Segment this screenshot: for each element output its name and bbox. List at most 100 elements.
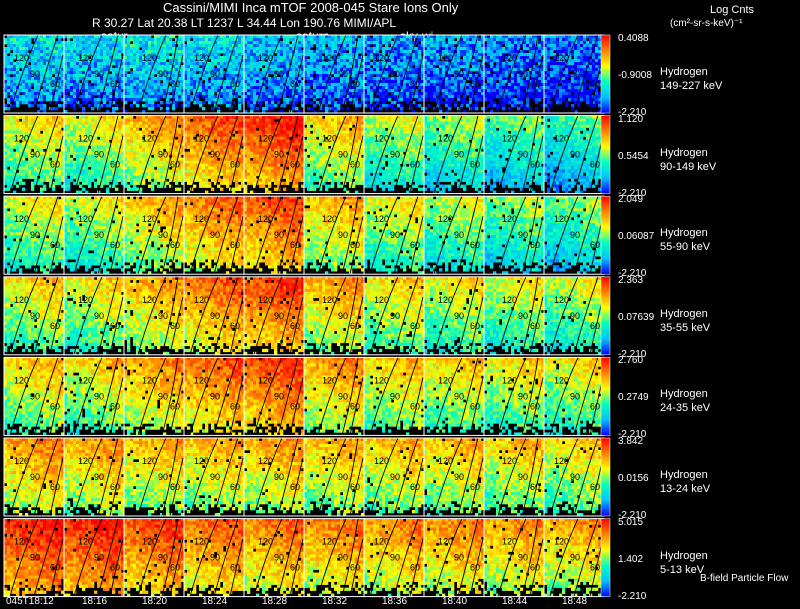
contour-line — [109, 538, 124, 597]
contour-label: 90 — [158, 472, 168, 482]
colorbar-mid-label: 1.402 — [618, 554, 643, 565]
contour-line — [229, 54, 244, 114]
contour-label: 60 — [290, 482, 300, 492]
contour-label: 90 — [390, 69, 400, 79]
contour-line — [49, 216, 64, 275]
contour-line — [349, 377, 364, 436]
contour-line — [497, 518, 527, 597]
bfield-flow-label: B-field Particle Flow — [700, 573, 788, 585]
contour-line — [161, 437, 179, 517]
contour-line — [457, 196, 479, 275]
contour-label: 60 — [50, 321, 60, 331]
contour-line — [549, 518, 579, 597]
row-energy-label: 13-24 keV — [660, 483, 710, 495]
contour-line — [73, 34, 103, 114]
contour-label: 120 — [554, 537, 569, 547]
contour-line — [497, 34, 527, 114]
contour-label: 120 — [502, 295, 517, 305]
contour-line — [529, 538, 544, 597]
contour-line — [253, 437, 283, 517]
contour-label: 120 — [14, 537, 29, 547]
contour-label: 120 — [258, 214, 273, 224]
contour-line — [169, 538, 184, 597]
contour-label: 120 — [502, 375, 517, 385]
contour-line — [97, 34, 119, 114]
contour-line — [161, 34, 179, 114]
contour-label: 60 — [350, 240, 360, 250]
contour-line — [189, 437, 219, 517]
contour-label: 120 — [142, 375, 157, 385]
contour-label: 90 — [454, 472, 464, 482]
contour-label: 90 — [158, 553, 168, 563]
contour-label: 120 — [502, 214, 517, 224]
contour-line — [393, 34, 419, 114]
contour-line — [573, 34, 599, 114]
contour-line — [393, 518, 419, 597]
contour-label: 60 — [590, 240, 600, 250]
contour-line — [369, 115, 399, 194]
contour-label: 120 — [194, 295, 209, 305]
contour-line — [49, 54, 64, 114]
contour-label: 60 — [170, 240, 180, 250]
contour-line — [9, 357, 39, 436]
contour-line — [213, 518, 239, 597]
contour-label: 60 — [350, 401, 360, 411]
contour-label: 60 — [290, 240, 300, 250]
contour-label: 60 — [290, 401, 300, 411]
contour-line — [33, 196, 59, 275]
contour-line — [97, 276, 119, 355]
contour-label: 60 — [110, 482, 120, 492]
contour-line — [161, 276, 179, 355]
contour-line — [137, 196, 167, 275]
row-species-label: Hydrogen — [660, 308, 708, 320]
contour-label: 60 — [50, 240, 60, 250]
contour-line — [457, 518, 479, 597]
contour-line — [137, 115, 167, 194]
contour-label: 120 — [142, 53, 157, 63]
contour-line — [253, 115, 283, 194]
contour-label: 60 — [410, 482, 420, 492]
contour-line — [161, 518, 179, 597]
contour-line — [317, 518, 347, 597]
contour-label: 60 — [170, 563, 180, 573]
contour-label: 60 — [470, 401, 480, 411]
contour-line — [277, 357, 299, 436]
contour-label: 90 — [30, 69, 40, 79]
contour-line — [409, 54, 424, 114]
contour-label: 60 — [530, 401, 540, 411]
contour-label: 90 — [454, 391, 464, 401]
contour-label: 60 — [410, 321, 420, 331]
contour-label: 60 — [230, 401, 240, 411]
colorbar-max-label: 5.015 — [618, 517, 643, 528]
contour-label: 90 — [30, 553, 40, 563]
contour-label: 90 — [210, 230, 220, 240]
contour-label: 90 — [158, 69, 168, 79]
contour-line — [529, 216, 544, 275]
contour-label: 90 — [570, 553, 580, 563]
contour-line — [109, 457, 124, 517]
colorbar-min-label: -2.210 — [618, 591, 646, 602]
contour-line — [549, 276, 579, 355]
contour-line — [549, 196, 579, 275]
contour-line — [521, 196, 539, 275]
contour-line — [169, 457, 184, 517]
row-energy-label: 55-90 keV — [660, 241, 710, 253]
colorbar-mid-label: 0.0156 — [618, 474, 649, 484]
contour-label: 60 — [590, 482, 600, 492]
colorbar-max-label: 0.4088 — [618, 34, 649, 44]
colorbar-mid-label: -0.9008 — [618, 71, 652, 81]
contour-line — [229, 377, 244, 436]
panel-row-3: 1209060120906012090601209060120906012090… — [3, 195, 605, 275]
